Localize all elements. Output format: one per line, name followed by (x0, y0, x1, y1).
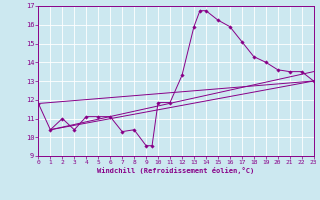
X-axis label: Windchill (Refroidissement éolien,°C): Windchill (Refroidissement éolien,°C) (97, 167, 255, 174)
